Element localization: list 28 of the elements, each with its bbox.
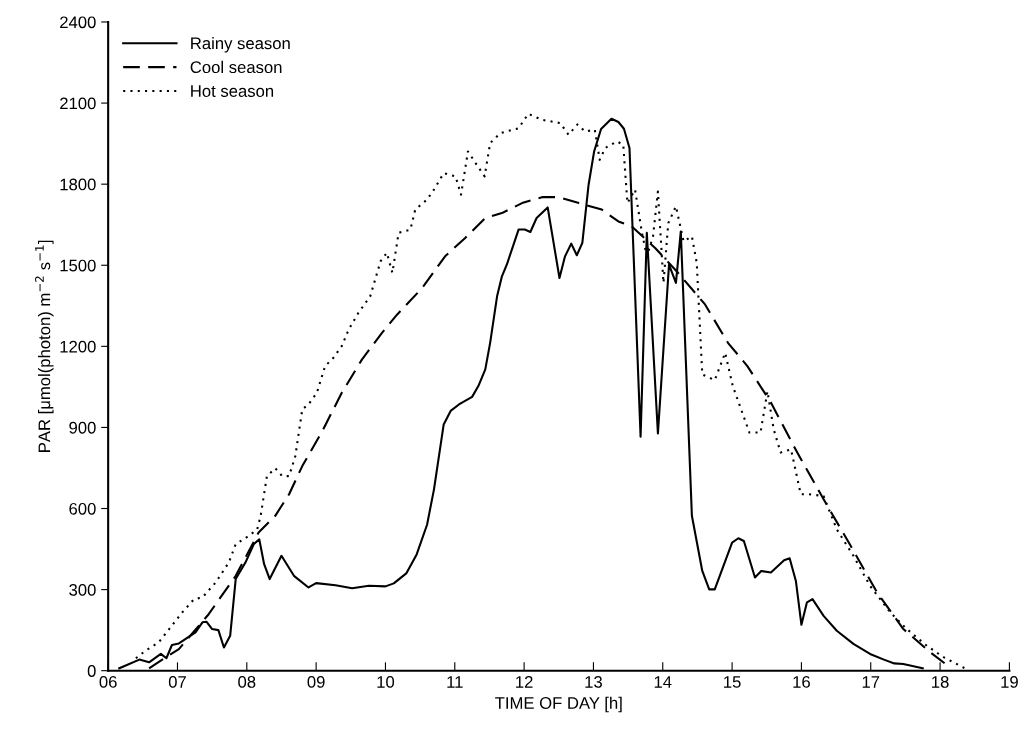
x-tick-label: 07 [168, 676, 186, 688]
y-tick-label: 900 [69, 421, 96, 434]
x-tick-label: 19 [1001, 676, 1018, 688]
x-tick-label: 12 [516, 676, 533, 688]
x-tick-label: 17 [862, 676, 880, 688]
x-tick-label: 11 [447, 676, 463, 688]
y-tick-label: 1200 [60, 340, 96, 353]
x-axis-title: TIME OF DAY [h] [495, 696, 622, 713]
x-tick-label: 14 [654, 676, 672, 688]
x-tick-label: 10 [377, 676, 395, 688]
x-tick-label: 15 [724, 676, 741, 688]
y-axis-title: PAR [μmol(photon) m$^{−2}$ s$^{−1}$] [35, 240, 54, 452]
y-tick-label: 1800 [60, 178, 96, 191]
y-tick-label: 600 [69, 502, 96, 515]
x-tick-label: 08 [238, 676, 256, 688]
legend-label: Cool season [190, 60, 282, 74]
x-tick-label: 09 [307, 676, 325, 688]
legend-label: Rainy season [191, 36, 290, 53]
x-tick-label: 06 [99, 676, 117, 688]
x-tick-label: 13 [585, 676, 602, 688]
x-tick-label: 16 [793, 676, 810, 688]
y-tick-label: 0 [87, 665, 96, 677]
y-tick-label: 2400 [60, 16, 96, 29]
x-tick-label: 18 [932, 676, 949, 688]
y-tick-label: 2100 [60, 97, 96, 110]
y-tick-label: 300 [69, 584, 96, 596]
y-tick-label: 1500 [60, 259, 96, 272]
legend-label: Hot season [191, 85, 274, 97]
